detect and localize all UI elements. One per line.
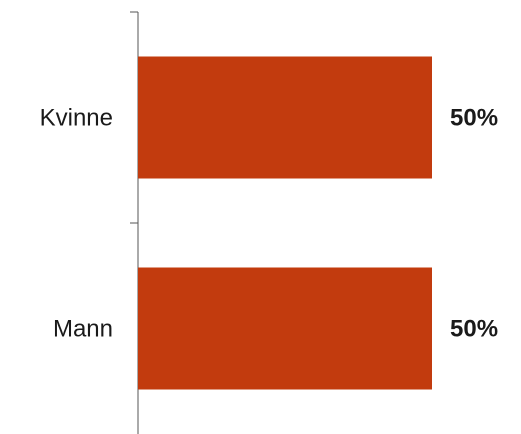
axis xyxy=(130,11,139,434)
bar-mann xyxy=(138,267,432,390)
bar-kvinne xyxy=(138,56,432,179)
bars xyxy=(138,56,432,390)
labels: Kvinne 50% Mann 50% xyxy=(40,105,498,343)
category-label: Mann xyxy=(53,316,113,343)
data-label: 50% xyxy=(450,316,498,343)
category-label: Kvinne xyxy=(40,105,113,132)
data-label: 50% xyxy=(450,105,498,132)
